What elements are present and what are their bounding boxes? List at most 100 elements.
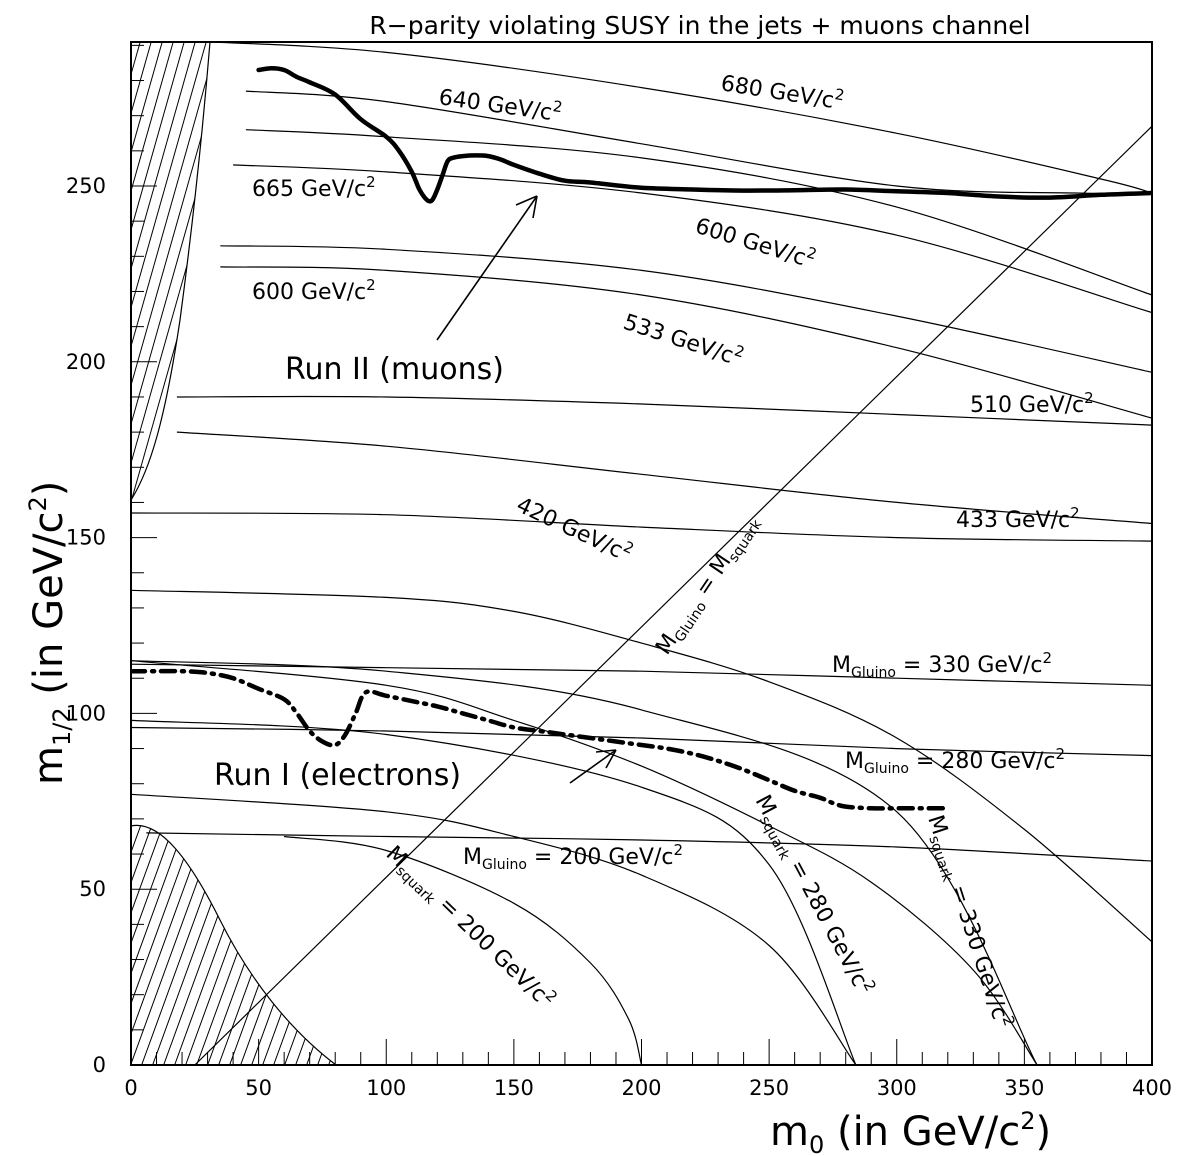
label-600-lower: 600 GeV/c2 [252, 276, 376, 305]
diagonal-line [194, 125, 1152, 1065]
hatch-line [131, 42, 210, 500]
hatch-line [0, 800, 73, 1075]
hatch-line [131, 42, 177, 500]
hatch-line [137, 825, 239, 1065]
label-665: 665 GeV/c2 [252, 173, 376, 202]
hatch-line [369, 800, 469, 1075]
x-axis-label: m0 (in GeV/c2) [770, 1107, 1051, 1156]
axis-tick-labels: 0 50 100 150 200 250 300 350 400 0 50 100 150 200 250 [66, 174, 1172, 1100]
label-420: 420 GeV/c2 [512, 489, 636, 568]
y-tick-label: 100 [66, 701, 106, 725]
hatch-line [0, 800, 95, 1075]
iso-mass-contours [131, 42, 1152, 1065]
hatch-line [131, 42, 210, 500]
x-tick-label: 350 [1004, 1076, 1044, 1100]
x-tick-label: 200 [621, 1076, 661, 1100]
hatch-line [0, 800, 51, 1075]
hatch-line [28, 800, 128, 1075]
y-axis-label: m1/2 (in GeV/c2) [24, 481, 76, 785]
hatch-line [291, 825, 336, 1065]
hatch-line [131, 825, 162, 1065]
label-510: 510 GeV/c2 [970, 389, 1094, 418]
iso-line-1 [245, 90, 1152, 195]
hatch-line [131, 42, 210, 500]
hatch-line [523, 800, 623, 1075]
hatch-line [225, 825, 327, 1065]
iso-line-7 [176, 431, 1152, 525]
exclusion-curves [131, 65, 1152, 811]
hatch-line [131, 825, 140, 1065]
label-gluino-330: MGluino = 330 GeV/c2 [832, 649, 1052, 681]
hatch-line [17, 800, 117, 1075]
iso-line-3 [233, 164, 1152, 314]
iso-line-11 [131, 660, 1038, 1065]
hatch-line [0, 800, 29, 1075]
arrow-run2 [436, 195, 538, 341]
y-tick-label: 150 [66, 526, 106, 550]
hatch-line [131, 825, 173, 1065]
hatch-line [0, 800, 40, 1075]
hatch-line [0, 800, 62, 1075]
hatch-line [131, 825, 206, 1065]
hatch-line [159, 825, 261, 1065]
hatch-line [0, 800, 18, 1075]
iso-line-9 [131, 589, 1152, 943]
hatch-line [0, 800, 7, 1075]
iso-line-16 [131, 719, 857, 1065]
hatch-line [501, 800, 601, 1075]
hatch-line [192, 825, 294, 1065]
iso-line-8 [131, 512, 1152, 542]
label-gluino-280: MGluino = 280 GeV/c2 [845, 745, 1065, 777]
x-tick-label: 50 [245, 1076, 272, 1100]
x-tick-label: 300 [877, 1076, 917, 1100]
label-600-upper: 600 GeV/c2 [692, 210, 819, 274]
iso-line-12 [131, 726, 1152, 757]
hatch-line [131, 42, 210, 500]
hatch-line [358, 800, 458, 1075]
hatch-line [170, 825, 272, 1065]
iso-line-0 [207, 42, 1152, 194]
label-433: 433 GeV/c2 [956, 504, 1080, 533]
hatch-line [131, 825, 228, 1065]
hatch-line [269, 825, 336, 1065]
hatch-line [131, 42, 166, 500]
x-tick-label: 400 [1132, 1076, 1172, 1100]
hatch-line [181, 825, 283, 1065]
hatch-line [512, 800, 612, 1075]
label-squark-280: Msquark = 280 GeV/c2 [747, 789, 880, 1001]
x-tick-label: 150 [494, 1076, 534, 1100]
x-tick-label: 0 [124, 1076, 137, 1100]
hatch-line [148, 825, 250, 1065]
y-tick-label: 50 [79, 877, 106, 901]
hatch-line [490, 800, 590, 1075]
hatch-line [131, 42, 210, 500]
iso-line-2 [245, 129, 1152, 296]
label-gluino-200: MGluino = 200 GeV/c2 [463, 841, 683, 873]
y-tick-label: 250 [66, 174, 106, 198]
iso-line-17 [131, 660, 1038, 1065]
hatch-line [131, 42, 188, 500]
hatch-line [0, 32, 11, 562]
hatch-line [236, 825, 336, 1065]
iso-line-10 [131, 663, 1152, 686]
hatch-line [131, 825, 184, 1065]
label-533: 533 GeV/c2 [620, 306, 747, 372]
label-run1: Run I (electrons) [214, 758, 461, 793]
hatch-line [131, 42, 199, 500]
iso-line-15 [284, 835, 643, 1065]
hatch-line [258, 825, 336, 1065]
label-squark-330: Msquark = 330 GeV/c2 [919, 811, 1018, 1033]
iso-line-5 [220, 266, 1152, 419]
hatch-line [0, 32, 22, 562]
iso-line-4 [220, 245, 1152, 373]
y-tick-label: 200 [66, 350, 106, 374]
y-tick-label: 0 [93, 1053, 106, 1077]
iso-line-13 [131, 793, 857, 1065]
x-tick-label: 100 [366, 1076, 406, 1100]
arrow-run1 [569, 749, 617, 784]
iso-line-14 [146, 832, 1152, 862]
hatch-line [131, 42, 210, 500]
hatch-bottom [0, 800, 623, 1075]
chart-title: R−parity violating SUSY in the jets + mu… [369, 11, 1030, 40]
